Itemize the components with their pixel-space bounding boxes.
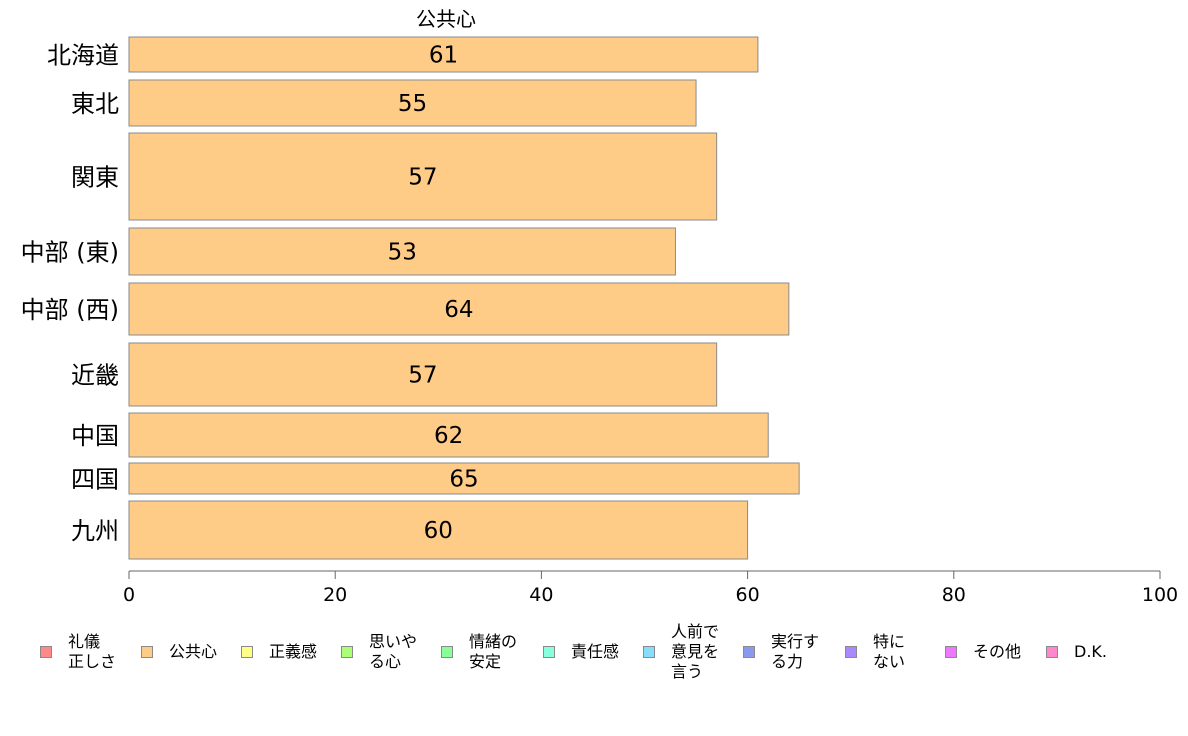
x-tick-label: 60 <box>736 584 760 606</box>
data-label: 57 <box>408 165 437 191</box>
legend-label: 特に ない <box>873 632 906 671</box>
x-axis: 0 20 40 60 80 100 <box>123 570 1178 606</box>
data-label: 57 <box>408 363 437 389</box>
bar-7 <box>128 412 769 458</box>
bars-group: 61 北海道 55 東北 57 関東 53 中部 (東) 64 中部 (西) 57 近畿 62 中国 65 四… <box>21 36 800 560</box>
legend-item: 実行す る力 <box>743 632 819 672</box>
data-label: 60 <box>424 518 453 544</box>
x-tick-label: 0 <box>123 584 135 606</box>
bar-6 <box>128 342 718 407</box>
bar-8 <box>128 462 800 495</box>
legend-item: 特に ない <box>845 632 905 672</box>
data-label: 62 <box>434 423 463 449</box>
x-tick-label: 40 <box>529 584 553 606</box>
x-tick-label: 20 <box>323 584 347 606</box>
category-label: 中国 <box>71 422 119 450</box>
legend-label: 責任感 <box>571 642 620 661</box>
legend-label: D.K. <box>1074 642 1107 661</box>
bar-2 <box>128 79 697 127</box>
legend-label: 情緒の 安定 <box>469 632 518 671</box>
legend-label: 思いや る心 <box>369 632 418 671</box>
legend-item: その他 <box>945 642 1021 662</box>
legend-item: 情緒の 安定 <box>441 632 517 672</box>
legend-label: 正義感 <box>269 642 318 661</box>
category-label: 北海道 <box>47 42 119 70</box>
category-label: 四国 <box>71 466 119 494</box>
legend-item: 正義感 <box>241 642 317 662</box>
legend-swatch <box>743 646 755 658</box>
bar-9 <box>128 500 749 560</box>
legend-swatch <box>241 646 253 658</box>
data-label: 65 <box>449 467 478 493</box>
legend-item: D.K. <box>1046 642 1107 662</box>
bar-3 <box>128 132 718 221</box>
legend-swatch <box>845 646 857 658</box>
data-label: 55 <box>398 91 427 117</box>
category-label: 中部 (西) <box>21 296 119 324</box>
legend-label: 実行す る力 <box>771 632 820 671</box>
legend-swatch <box>643 646 655 658</box>
legend-swatch <box>441 646 453 658</box>
data-label: 53 <box>388 240 417 266</box>
legend-label: 人前で 意見を 言う <box>671 622 720 681</box>
bar-1 <box>128 36 759 73</box>
category-label: 九州 <box>71 517 119 545</box>
legend-swatch <box>341 646 353 658</box>
x-tick-label: 100 <box>1142 584 1178 606</box>
legend-item: 責任感 <box>543 642 619 662</box>
legend-item: 公共心 <box>141 642 217 662</box>
series-title: 公共心 <box>416 7 476 31</box>
legend-swatch <box>945 646 957 658</box>
category-label: 近畿 <box>71 362 119 390</box>
legend-swatch <box>543 646 555 658</box>
legend-swatch <box>1046 646 1058 658</box>
legend-item: 礼儀 正しさ <box>40 632 116 672</box>
legend-item: 思いや る心 <box>341 632 417 672</box>
data-label: 64 <box>444 297 473 323</box>
legend-label: 礼儀 正しさ <box>68 632 117 671</box>
data-label: 61 <box>429 43 458 69</box>
legend-label: その他 <box>973 642 1022 661</box>
legend: 礼儀 正しさ 公共心 正義感 思いや る心 情緒の 安定 責任感 人前で 意見を 言う 実行す… <box>0 616 1188 696</box>
legend-swatch <box>40 646 52 658</box>
bar-5 <box>128 282 790 336</box>
category-label: 関東 <box>71 164 119 192</box>
legend-swatch <box>141 646 153 658</box>
bar-4 <box>128 227 676 276</box>
category-label: 中部 (東) <box>21 239 119 267</box>
legend-label: 公共心 <box>169 642 218 661</box>
x-tick-label: 80 <box>942 584 966 606</box>
category-label: 東北 <box>71 90 119 118</box>
legend-item: 人前で 意見を 言う <box>643 622 719 682</box>
